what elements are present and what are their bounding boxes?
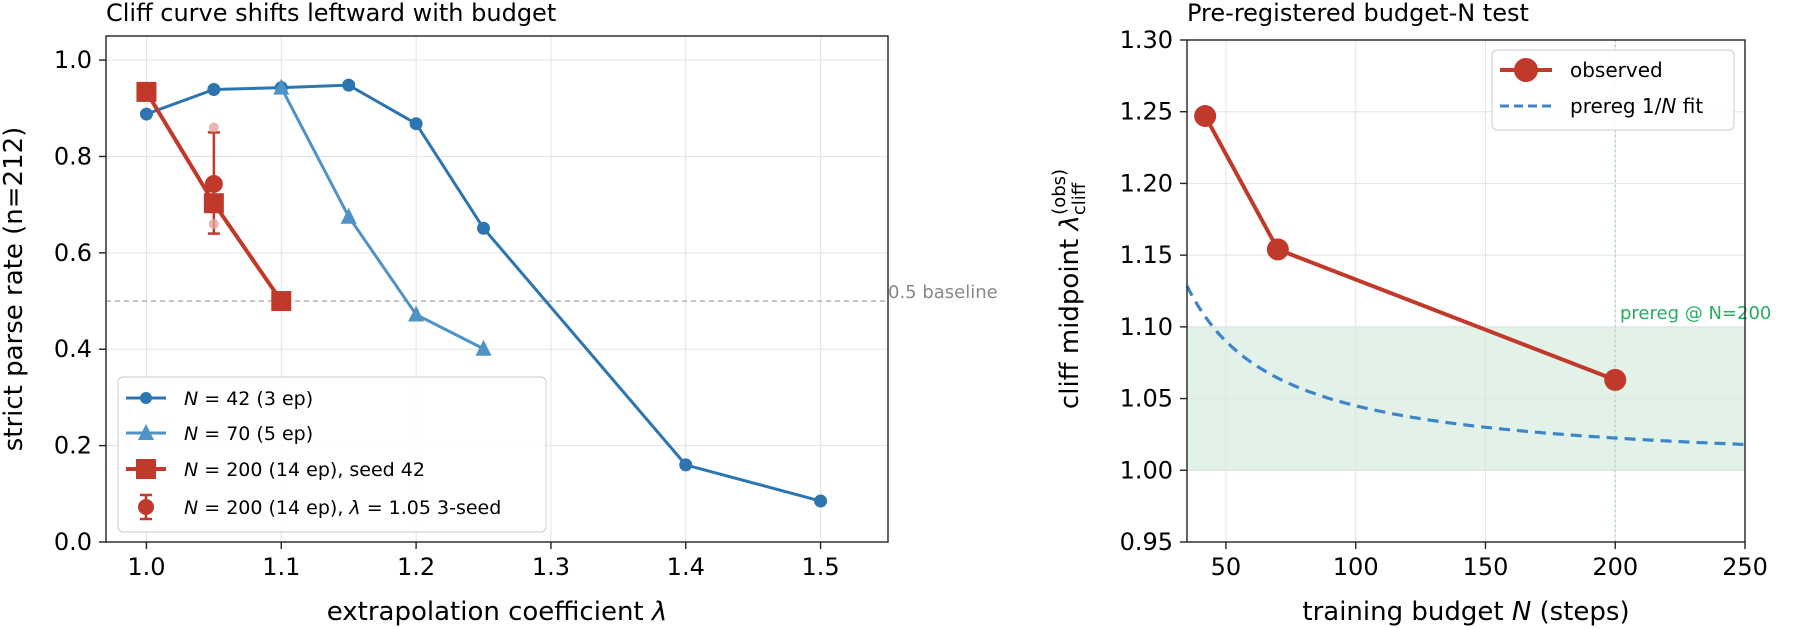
baseline-label: 0.5 baseline [888, 282, 998, 303]
y-tick-label: 1.25 [1120, 98, 1173, 126]
left-x-ticks: 1.0 1.1 1.2 1.3 1.4 1.5 [127, 542, 840, 581]
right-x-axis-label: training budget N (steps) [1302, 597, 1629, 627]
legend-triangle-marker [138, 424, 154, 440]
legend-entry-n42: N = 42 (3 ep) [126, 388, 313, 410]
left-y-axis-label: strict parse rate (n=212) [0, 127, 29, 452]
y-tick-label: 0.0 [54, 528, 92, 556]
legend-observed-marker [1514, 58, 1538, 82]
right-chart: Pre-registered budget-N test prereg @ N=… [1049, 0, 1771, 627]
y-tick-label: 1.30 [1120, 26, 1173, 54]
legend-errorbar-marker [138, 499, 154, 515]
legend-entry-n200-seed42: N = 200 (14 ep), seed 42 [126, 459, 425, 481]
seed-point [208, 122, 219, 133]
left-legend-box [117, 376, 547, 533]
y-tick-label: 0.2 [54, 432, 92, 460]
left-y-ticks: 0.0 0.2 0.4 0.6 0.8 1.0 [54, 46, 106, 556]
prereg-vline-label: prereg @ N=200 [1620, 303, 1771, 324]
legend-label-n200-seed42: N = 200 (14 ep), seed 42 [184, 459, 425, 481]
seed-point [208, 218, 219, 229]
point [409, 117, 423, 131]
series-line [279, 86, 485, 351]
x-tick-label: 100 [1333, 553, 1379, 581]
y-tick-label: 1.20 [1120, 169, 1173, 197]
right-y-ticks: 0.95 1.00 1.05 1.10 1.15 1.20 1.25 1.30 [1120, 26, 1187, 556]
right-chart-title: Pre-registered budget-N test [1187, 0, 1529, 27]
legend-label-n70: N = 70 (5 ep) [184, 423, 313, 445]
mean-point [204, 174, 223, 193]
y-tick-label: 1.05 [1120, 385, 1173, 413]
right-series [1185, 105, 1746, 447]
point [340, 207, 357, 224]
y-tick-label: 0.8 [54, 142, 92, 170]
x-tick-label: 1.0 [127, 553, 165, 581]
left-x-axis-label: extrapolation coefficient λ [327, 597, 668, 627]
y-tick-label: 0.95 [1120, 528, 1173, 556]
right-y-axis-label: cliff midpoint λcliff(obs) [1049, 169, 1090, 409]
observed-point [1604, 368, 1627, 391]
x-tick-label: 50 [1211, 553, 1242, 581]
legend-entry-observed: observed [1500, 58, 1663, 82]
legend-label-prereg-fit: prereg 1/N fit [1570, 94, 1703, 118]
point [273, 78, 290, 95]
x-tick-label: 200 [1592, 553, 1638, 581]
point [814, 494, 828, 508]
right-plot-frame [1186, 39, 1746, 543]
prereg-fit-curve [1185, 285, 1746, 447]
y-tick-label: 1.0 [54, 46, 92, 74]
point [679, 458, 693, 472]
y-tick-label: 0.4 [54, 335, 92, 363]
left-legend: N = 42 (3 ep) N = 70 (5 ep) N = 200 (14 … [117, 376, 547, 533]
legend-entry-n70: N = 70 (5 ep) [126, 423, 313, 445]
left-plot-frame [105, 35, 889, 543]
point [207, 82, 221, 96]
left-series [136, 78, 828, 508]
left-chart-title: Cliff curve shifts leftward with budget [106, 0, 556, 27]
x-tick-label: 150 [1463, 553, 1509, 581]
observed-point [1266, 238, 1289, 261]
y-tick-label: 1.00 [1120, 456, 1173, 484]
legend-entry-prereg-fit: prereg 1/N fit [1500, 94, 1703, 118]
x-tick-label: 250 [1722, 553, 1768, 581]
y-tick-label: 1.15 [1120, 241, 1173, 269]
x-tick-label: 1.5 [802, 553, 840, 581]
legend-entry-n200-3seed: N = 200 (14 ep), λ = 1.05 3-seed [138, 493, 501, 521]
point [139, 107, 153, 121]
point [477, 221, 491, 235]
y-tick-label: 1.10 [1120, 313, 1173, 341]
point [408, 305, 425, 322]
observed-point [1194, 105, 1217, 128]
legend-square-marker [136, 459, 156, 479]
point [136, 81, 157, 102]
series-line [145, 83, 821, 503]
y-tick-label: 0.6 [54, 239, 92, 267]
legend-label-n42: N = 42 (3 ep) [184, 388, 313, 410]
legend-circle-marker [140, 392, 152, 404]
right-legend-box [1491, 49, 1735, 131]
point [342, 78, 356, 92]
series-1 [273, 78, 492, 356]
x-tick-label: 1.1 [262, 553, 300, 581]
right-x-ticks: 50 100 150 200 250 [1211, 542, 1768, 581]
left-chart: Cliff curve shifts leftward with budget … [0, 0, 998, 627]
point [475, 339, 492, 356]
x-tick-label: 1.2 [397, 553, 435, 581]
series-3 [204, 122, 223, 235]
right-legend: observed prereg 1/N fit [1491, 49, 1735, 131]
legend-label-observed: observed [1570, 58, 1663, 82]
x-tick-label: 1.3 [532, 553, 570, 581]
x-tick-label: 1.4 [667, 553, 705, 581]
legend-label-n200-3seed: N = 200 (14 ep), λ = 1.05 3-seed [184, 497, 501, 519]
point [271, 291, 292, 312]
